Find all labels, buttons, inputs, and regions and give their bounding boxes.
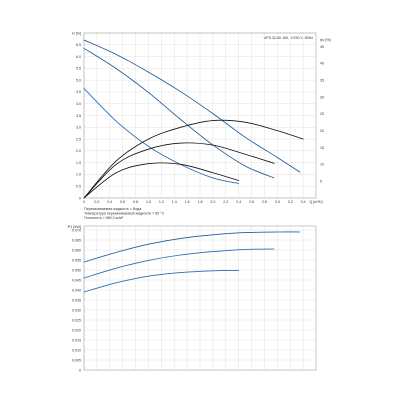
head-chart-x-tick-label: 1.0 [146,200,151,204]
power-y-tick-label: 0.010 [72,348,81,352]
head-chart-x-tick-label: 0.8 [133,200,138,204]
head-chart-x-tick-label: 2.6 [249,200,254,204]
efficiency-y-tick-label: 20 [320,129,324,133]
efficiency-axis-label: ηs [%] [320,38,331,42]
head-chart-x-tick-label: Q [m³/h] [310,200,323,204]
efficiency-y-tick-label: 45 [320,45,324,49]
head-curve [83,87,240,184]
power-y-tick-label: 0 [79,368,81,372]
head-y-tick-label: 5.0 [76,78,81,82]
head-y-tick-label: 4.0 [76,102,81,106]
head-y-tick-label: 0.5 [76,185,81,189]
efficiency-y-tick-label: 40 [320,62,324,66]
efficiency-curve [83,142,275,199]
power-y-tick-label: 0.060 [72,248,81,252]
head-y-tick-label: 2.5 [76,137,81,141]
power-y-tick-label: 0.025 [72,318,81,322]
power-curve [83,231,301,263]
model-label-background [258,35,314,41]
head-chart-frame [83,32,317,199]
head-chart-x-tick-label: 1.8 [198,200,203,204]
head-chart-x-tick-label: 2.2 [223,200,228,204]
fluid-note: Плотность = 980.2 кг/м³ [84,216,124,220]
head-chart-x-tick-label: 0.2 [94,200,99,204]
head-chart-x-tick-label: 1.6 [185,200,190,204]
power-curve [83,248,275,279]
efficiency-y-tick-label: 35 [320,78,324,82]
head-chart-x-tick-label: 0 [83,200,85,204]
power-y-tick-label: 0.045 [72,278,81,282]
head-chart-x-tick-label: 2.0 [210,200,215,204]
efficiency-y-tick-label: 30 [320,95,324,99]
power-curve [83,269,240,293]
efficiency-curve [83,119,304,199]
power-y-tick-label: 0.055 [72,258,81,262]
head-y-tick-label: 6.5 [76,43,81,47]
head-y-tick-label: 4.5 [76,90,81,94]
head-curve [83,39,301,173]
power-chart: P1 [kW]0.070 0.065 0.060 0.055 0.050 0.045 0.0… [68,225,317,372]
head-efficiency-chart: 0 0.2 0.4 0.6 0.8 1.0 1.2 1.4 1.6 1.8 2.0 2.2 2.4 2.6… [72,32,331,221]
head-chart-x-tick-label: 1.4 [172,200,177,204]
power-y-tick-label: 0.035 [72,298,81,302]
efficiency-y-tick-label: 10 [320,163,324,167]
power-y-tick-label: 0.070 [72,228,81,232]
efficiency-y-tick-label: 5 [320,179,322,183]
head-chart-grid [83,32,316,199]
power-y-tick-label: 0.040 [72,288,81,292]
head-chart-x-tick-label: 0.6 [120,200,125,204]
head-y-tick-label: 1.0 [76,173,81,177]
power-chart-frame [83,225,317,371]
fluid-note: Перекачиваемая жидкость = Вода [84,207,141,211]
head-curve [83,47,275,179]
head-chart-x-tick-label: 2.8 [262,200,267,204]
head-y-tick-label: 3.5 [76,114,81,118]
head-y-tick-label: 0 [79,196,81,200]
efficiency-y-tick-label: 15 [320,146,324,150]
head-chart-x-tick-label: 3.0 [275,200,280,204]
head-y-tick-label: 2.0 [76,149,81,153]
head-y-tick-label: 3.0 [76,126,81,130]
head-y-tick-label: 5.5 [76,67,81,71]
head-axis-label: H [m] [72,32,81,36]
power-axis-label: P1 [kW] [68,225,81,229]
head-chart-x-tick-label: 3.2 [288,200,293,204]
efficiency-curve [83,162,240,199]
head-chart-x-tick-label: 1.2 [159,200,164,204]
power-y-tick-label: 0.030 [72,308,81,312]
power-y-tick-label: 0.015 [72,338,81,342]
head-y-tick-label: 1.5 [76,161,81,165]
pump-model-label: UPS 32-80 180, 1*230 V, 50Hz [264,36,314,40]
fluid-note: Температура перекачиваемой жидкости = 65… [84,212,165,216]
head-chart-x-tick-label: 0.4 [107,200,112,204]
power-y-tick-label: 0.065 [72,238,81,242]
power-y-tick-label: 0.005 [72,358,81,362]
power-y-tick-label: 0.020 [72,328,81,332]
head-y-tick-label: 6.0 [76,55,81,59]
power-y-tick-label: 0.050 [72,268,81,272]
head-chart-x-tick-label: 2.4 [236,200,241,204]
head-chart-x-tick-label: 3.4 [301,200,306,204]
efficiency-y-tick-label: 25 [320,112,324,116]
